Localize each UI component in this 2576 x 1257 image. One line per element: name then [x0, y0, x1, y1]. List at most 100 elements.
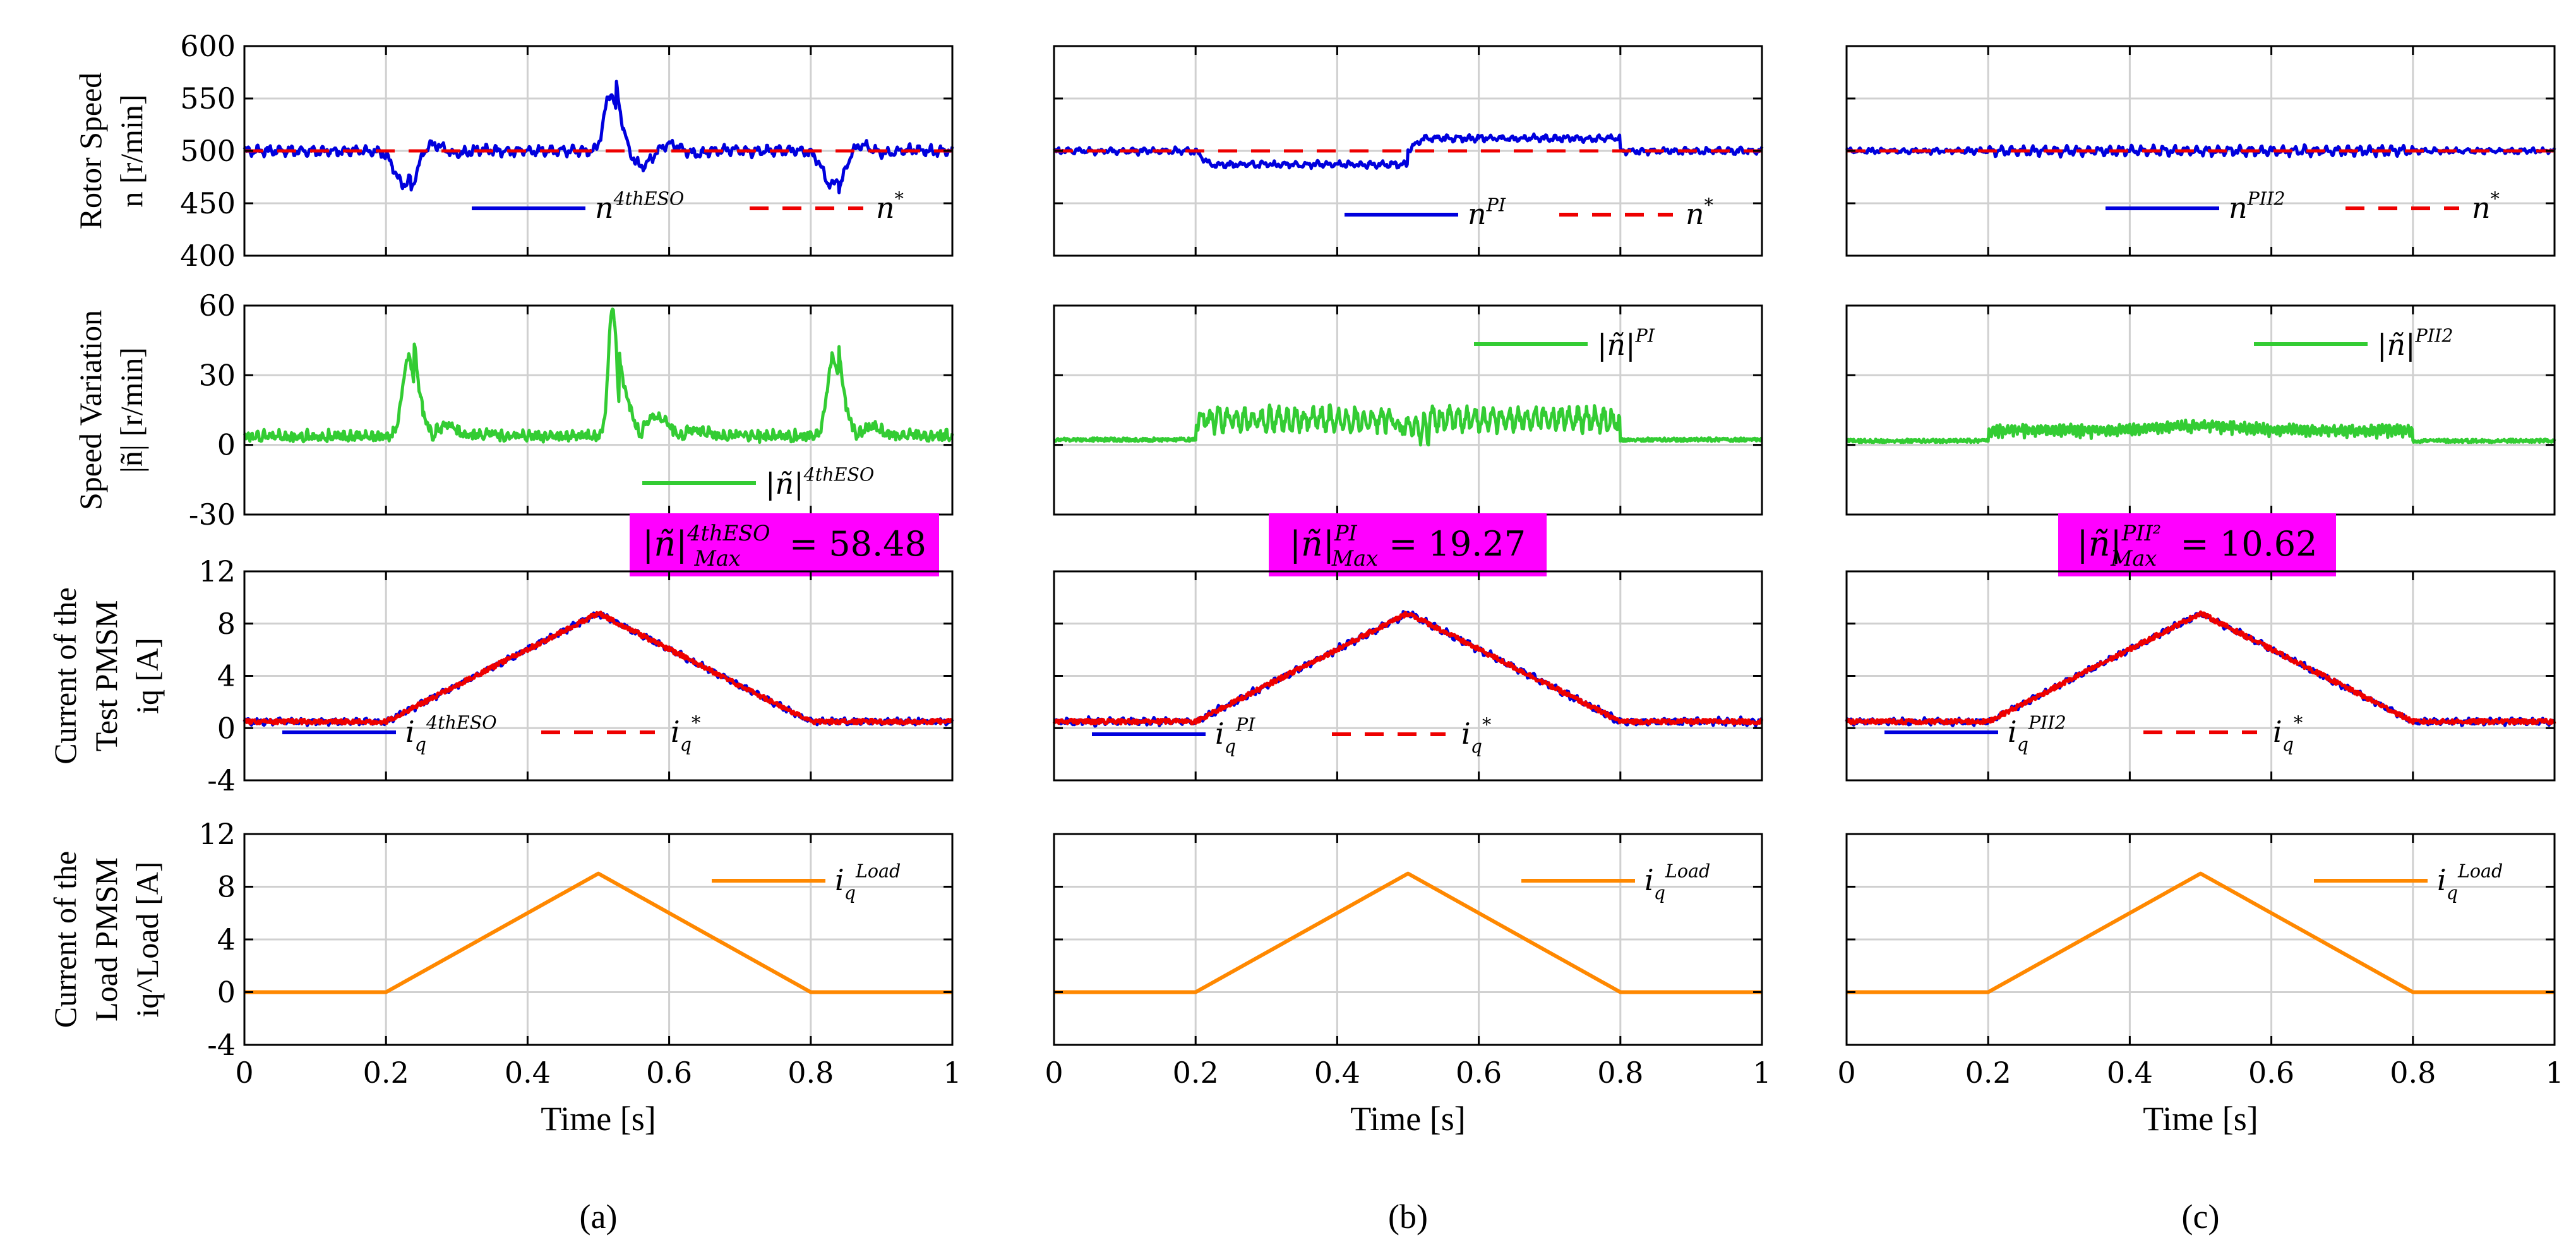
- row-3-ylabel: Current of the Load PMSM iq^Load [A]: [47, 851, 165, 1028]
- variation-legend-label-part: th: [815, 464, 834, 485]
- current-ref-legend-label-part: q: [680, 734, 692, 755]
- current-legend-label-part: q: [415, 734, 426, 755]
- max-variation-label: |ñ|4thESO Max = 58.48: [642, 521, 926, 571]
- current-ref-legend-label-part: q: [2282, 734, 2294, 755]
- load-legend-label-part: Load: [2457, 861, 2503, 881]
- max-variation-label-part: Max: [2110, 546, 2157, 571]
- current-ref-legend-label: iq*: [2273, 712, 2303, 755]
- x-tick-label: 1: [2545, 1056, 2563, 1090]
- x-tick-label: 0.8: [2390, 1056, 2436, 1090]
- max-variation-label-part: = 10.62: [2169, 524, 2317, 564]
- speed-legend-label: nPII2: [2229, 188, 2285, 225]
- current-reference-series: [1052, 611, 1764, 725]
- current-ref-legend-label-part: q: [1471, 736, 1482, 757]
- speed-legend-label: n4thESO: [595, 188, 684, 225]
- load-series: [244, 871, 952, 994]
- plot-b-current: iqPI iq*: [1052, 570, 1764, 782]
- max-variation-label-part: = 19.27: [1378, 524, 1526, 564]
- speed-legend-label-part: ESO: [644, 188, 685, 209]
- y-tick-label: 12: [198, 554, 236, 588]
- x-tick-label: 1: [1752, 1056, 1771, 1090]
- y-tick-label: 450: [180, 186, 236, 220]
- y-tick-label: 8: [217, 607, 236, 641]
- variation-legend-label-part: |ñ|: [765, 467, 804, 501]
- x-tick-label: 0.6: [1456, 1056, 1502, 1090]
- speed-ref-legend-label-part: *: [895, 188, 904, 209]
- current-series: [243, 611, 954, 727]
- max-variation-label-part: |ñ|: [2077, 524, 2122, 564]
- max-variation-label: |ñ|PII² Max = 10.62: [2077, 521, 2318, 571]
- speed-ref-legend-label-part: n: [1686, 197, 1704, 231]
- current-legend-label-part: ESO: [456, 712, 497, 733]
- current-ref-legend-label-part: i: [1461, 717, 1471, 751]
- row-2-ylabel: Current of the Test PMSM iq [A]: [47, 587, 165, 764]
- y-tick-label: 8: [217, 870, 236, 904]
- max-variation-label-part: Max: [694, 546, 741, 571]
- current-legend-label-part: PII: [2028, 712, 2055, 733]
- subfigure-caption: (c): [2182, 1198, 2220, 1236]
- speed-legend-label-part: 2: [2273, 188, 2285, 209]
- speed-ref-legend-label-part: *: [1704, 194, 1713, 215]
- speed-ref-legend-label: n*: [876, 188, 904, 225]
- max-variation-box: [1269, 513, 1547, 576]
- max-variation-label-part: |ñ|: [1290, 524, 1334, 564]
- row-2-ylabel-line-2: iq [A]: [129, 638, 165, 714]
- current-reference-series: [1845, 610, 2556, 725]
- current-ref-legend-label-part: *: [1482, 714, 1491, 735]
- speed-legend-label-part: 4: [613, 188, 625, 209]
- load-legend-label-part: i: [1644, 863, 1654, 897]
- variation-legend-label: |ñ|4thESO: [765, 464, 874, 501]
- y-tick-label: -30: [189, 497, 236, 532]
- plot-c-variation: |ñ|PII2|ñ|PII² Max = 10.62: [1845, 304, 2556, 576]
- variation-legend-label-part: 2: [2441, 325, 2453, 346]
- max-variation-label-part: = 58.48: [779, 524, 926, 564]
- current-legend-label-part: i: [405, 715, 415, 749]
- row-1-ylabel-line-0: Speed Variation: [73, 310, 108, 510]
- speed-legend-label-part: n: [595, 191, 614, 225]
- current-legend-label-part: i: [2008, 715, 2017, 749]
- current-ref-legend-label-part: i: [671, 715, 680, 749]
- current-ref-legend-label: iq*: [1461, 714, 1491, 757]
- y-tick-label: 600: [180, 29, 236, 63]
- x-tick-label: 0.2: [1173, 1056, 1219, 1090]
- speed-series: [243, 80, 954, 194]
- plot-frame: [243, 304, 954, 516]
- max-variation-label-part: |ñ|: [642, 524, 687, 564]
- y-tick-label: 4: [217, 922, 236, 956]
- x-tick-label: 0: [1837, 1056, 1855, 1090]
- y-tick-label: 60: [198, 289, 236, 323]
- load-legend-label: iqLoad: [835, 861, 901, 903]
- x-tick-label: 0: [1045, 1056, 1063, 1090]
- x-tick-label: 0.4: [505, 1056, 551, 1090]
- max-variation-label-part: PII²: [2121, 521, 2161, 545]
- x-tick-label: 1: [943, 1056, 961, 1090]
- x-tick-label: 0.8: [788, 1056, 834, 1090]
- y-tick-label: 12: [198, 817, 236, 851]
- y-tick-label: 4: [217, 659, 236, 693]
- plot-b-variation: |ñ|PI|ñ|PI Max = 19.27: [1053, 304, 1763, 576]
- x-tick-label: 0.2: [363, 1056, 409, 1090]
- load-legend-label: iqLoad: [1644, 861, 1710, 903]
- load-series: [1054, 871, 1762, 994]
- current-series: [1053, 610, 1764, 728]
- row-3-ylabel-line-2: iq^Load [A]: [129, 862, 165, 1018]
- y-tick-label: 550: [180, 81, 236, 116]
- subfigure-caption: (b): [1388, 1198, 1428, 1236]
- x-axis-label: Time [s]: [2143, 1100, 2258, 1138]
- plot-b-load: 0 0.2 0.4 0.6 0.8 1 Time [s] (b) iqLoad: [1045, 833, 1771, 1236]
- x-tick-label: 0.6: [2248, 1056, 2294, 1090]
- y-tick-label: 0: [217, 711, 236, 745]
- x-axis-label: Time [s]: [1350, 1100, 1466, 1138]
- load-series: [1847, 871, 2555, 994]
- max-variation-label-part: Max: [1331, 546, 1378, 571]
- speed-ref-legend-label-part: n: [876, 191, 895, 225]
- row-2-ylabel-line-0: Current of the: [47, 587, 83, 764]
- x-axis-label: Time [s]: [541, 1100, 656, 1138]
- max-variation-label-part: 4thESO: [686, 521, 770, 545]
- speed-legend-label-part: n: [2229, 191, 2248, 225]
- x-tick-label: 0.4: [2107, 1056, 2153, 1090]
